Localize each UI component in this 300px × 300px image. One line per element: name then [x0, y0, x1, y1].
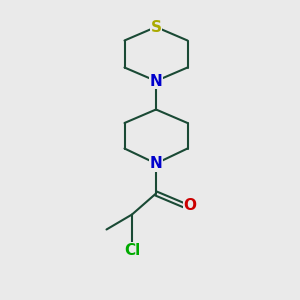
- Text: N: N: [150, 156, 162, 171]
- Text: N: N: [150, 74, 162, 88]
- Text: Cl: Cl: [124, 243, 140, 258]
- Text: S: S: [151, 20, 161, 34]
- Text: O: O: [183, 198, 196, 213]
